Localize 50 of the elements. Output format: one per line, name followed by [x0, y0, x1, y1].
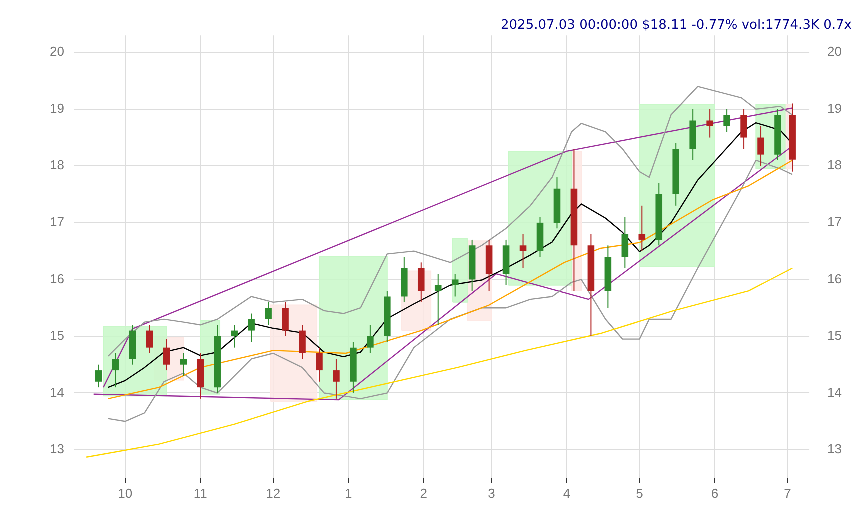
y2-tick-label: 19 [828, 100, 842, 116]
y-tick-label: 13 [50, 442, 64, 457]
y-tick-label: 19 [50, 100, 64, 116]
candlestick [520, 234, 527, 269]
x-tick-label: 10 [118, 486, 133, 501]
candlestick [248, 313, 255, 343]
y2-tick-label: 17 [828, 214, 842, 230]
y2-tick-label: 15 [828, 328, 842, 344]
candlestick [316, 347, 323, 382]
y-tick-label: 17 [50, 214, 64, 230]
candlestick [434, 274, 442, 326]
x-tick-label: 5 [636, 486, 644, 501]
candlestick [638, 205, 646, 252]
x-tick-label: 12 [266, 486, 281, 501]
candlestick [367, 324, 374, 354]
x-tick-label: 4 [563, 486, 571, 501]
y2-tick-label: 16 [828, 271, 842, 286]
candlestick [758, 126, 764, 167]
candlestick [740, 108, 748, 150]
x-tick-label: 2 [420, 486, 428, 501]
y2-tick-label: 18 [828, 158, 842, 173]
y-tick-label: 15 [50, 328, 64, 344]
candlestick [299, 324, 306, 360]
y-tick-label: 16 [50, 271, 64, 286]
candlestick [282, 302, 289, 337]
candlestick [706, 108, 714, 138]
x-tick-label: 6 [711, 486, 719, 501]
chart-title: 2025.07.03 00:00:00 $18.11 -0.77% vol:1774.3K 0.7x [501, 18, 852, 34]
y-tick-label: 18 [50, 158, 64, 173]
candlestick [418, 262, 425, 303]
candlestick [180, 353, 188, 377]
candlestick [112, 353, 120, 388]
y2-tick-label: 14 [828, 384, 842, 400]
x-tick-label: 11 [194, 486, 208, 501]
candlestick [724, 108, 730, 133]
candlestick [163, 338, 170, 372]
candlestick [265, 302, 272, 326]
y-tick-label: 20 [50, 44, 64, 60]
y2-tick-label: 13 [828, 442, 842, 457]
y2-tick-label: 20 [828, 44, 842, 60]
x-tick-label: 3 [488, 486, 496, 501]
candlestick [95, 364, 102, 388]
x-tick-label: 7 [784, 486, 792, 501]
candlestick [146, 324, 154, 354]
x-tick-label: 1 [344, 486, 352, 501]
candlestick [622, 216, 629, 269]
candlestick [333, 358, 340, 400]
candlestick [231, 324, 238, 348]
y-tick-label: 14 [50, 384, 64, 400]
candlestick [452, 274, 459, 298]
